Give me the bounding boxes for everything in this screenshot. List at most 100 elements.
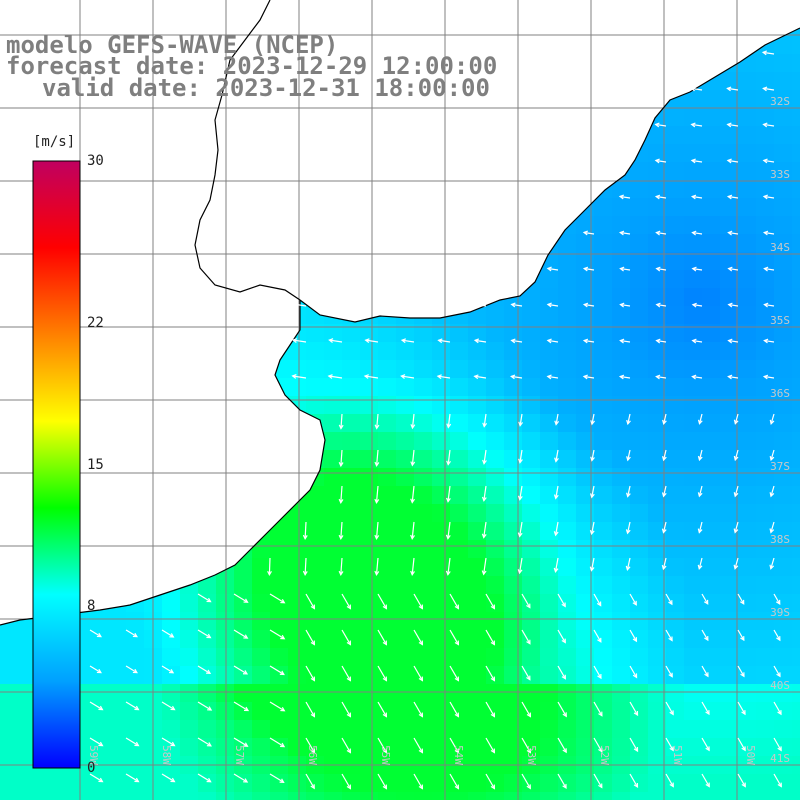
wind-cell	[108, 738, 126, 756]
wind-cell	[612, 432, 630, 450]
wind-cell	[576, 306, 594, 324]
wind-cell	[558, 576, 576, 594]
wind-cell	[468, 738, 486, 756]
wind-cell	[720, 432, 738, 450]
wind-cell	[774, 576, 792, 594]
wind-arrow-head	[726, 86, 732, 92]
latitude-label: 32S	[770, 95, 790, 108]
wind-arrow	[375, 449, 379, 466]
wind-arrow	[665, 737, 674, 751]
wind-cell	[666, 594, 684, 612]
wind-arrow-head	[410, 461, 416, 467]
wind-cell	[792, 234, 800, 252]
wind-cell	[738, 198, 756, 216]
wind-cell	[594, 666, 612, 684]
wind-cell	[360, 522, 378, 540]
wind-cell	[504, 738, 522, 756]
wind-arrow-head	[619, 230, 625, 236]
wind-arrow	[447, 521, 451, 539]
wind-arrow	[449, 737, 459, 753]
wind-cell	[684, 648, 702, 666]
wind-cell	[576, 630, 594, 648]
wind-arrow-head	[310, 640, 316, 646]
wind-cell	[342, 684, 360, 702]
wind-arrow-head	[763, 338, 769, 344]
wind-arrow	[377, 773, 387, 789]
wind-cell	[792, 162, 800, 180]
wind-cell	[774, 288, 792, 306]
wind-arrow	[698, 449, 703, 461]
wind-arrow	[89, 665, 102, 674]
wind-cell	[360, 612, 378, 630]
wind-arrow-head	[762, 122, 768, 128]
wind-arrow	[518, 557, 523, 574]
wind-arrow-head	[727, 302, 733, 308]
wind-arrow-head	[134, 705, 140, 711]
wind-cell	[378, 414, 396, 432]
wind-cell	[630, 180, 648, 198]
wind-cell	[108, 684, 126, 702]
wind-cell	[270, 612, 288, 630]
wind-cell	[486, 486, 504, 504]
wind-arrow	[411, 413, 415, 429]
wind-cell	[720, 234, 738, 252]
wind-cell	[360, 486, 378, 504]
wind-cell	[648, 576, 666, 594]
wind-cell	[648, 630, 666, 648]
wind-cell	[612, 612, 630, 630]
wind-cell	[360, 630, 378, 648]
wind-cell	[648, 414, 666, 432]
wind-arrow	[485, 773, 495, 789]
wind-cell	[774, 324, 792, 342]
wind-arrow	[197, 701, 212, 711]
wind-cell	[180, 774, 198, 792]
wind-cell	[684, 774, 702, 792]
wind-arrow	[233, 773, 248, 783]
wind-cell	[540, 468, 558, 486]
wind-arrow-head	[739, 599, 745, 605]
wind-cell	[540, 576, 558, 594]
wind-arrow	[328, 375, 343, 379]
wind-cell	[666, 198, 684, 216]
wind-cell	[414, 414, 432, 432]
wind-cell	[288, 738, 306, 756]
wind-cell	[720, 684, 738, 702]
wind-cell	[684, 270, 702, 288]
wind-cell	[540, 504, 558, 522]
wind-arrow-head	[280, 742, 286, 748]
wind-cell	[720, 648, 738, 666]
wind-arrow	[547, 267, 559, 271]
wind-arrow	[665, 665, 673, 678]
wind-cell	[792, 720, 800, 738]
wind-cell	[468, 792, 486, 800]
wind-cell	[216, 774, 234, 792]
wind-cell	[774, 36, 792, 54]
wind-cell	[720, 144, 738, 162]
wind-cell	[486, 594, 504, 612]
wind-arrow	[773, 701, 782, 715]
wind-cell	[432, 396, 450, 414]
wind-cell	[648, 162, 666, 180]
wind-arrow-head	[553, 567, 559, 573]
wind-cell	[774, 666, 792, 684]
wind-cell	[756, 792, 774, 800]
wind-arrow	[662, 485, 667, 497]
wind-cell	[648, 648, 666, 666]
wind-arrow	[161, 773, 175, 783]
wind-arrow	[692, 304, 703, 307]
wind-cell	[612, 342, 630, 360]
wind-cell	[360, 450, 378, 468]
wind-cell	[0, 684, 18, 702]
wind-arrow-head	[526, 639, 531, 645]
wind-cell	[450, 684, 468, 702]
wind-cell	[540, 666, 558, 684]
wind-cell	[684, 126, 702, 144]
wind-cell	[756, 666, 774, 684]
wind-arrow	[377, 593, 387, 609]
wind-arrow	[364, 375, 379, 379]
wind-cell	[540, 540, 558, 558]
wind-arrow	[377, 701, 387, 717]
wind-arrow	[485, 629, 495, 645]
wind-arrow	[197, 665, 211, 674]
wind-cell	[612, 180, 630, 198]
